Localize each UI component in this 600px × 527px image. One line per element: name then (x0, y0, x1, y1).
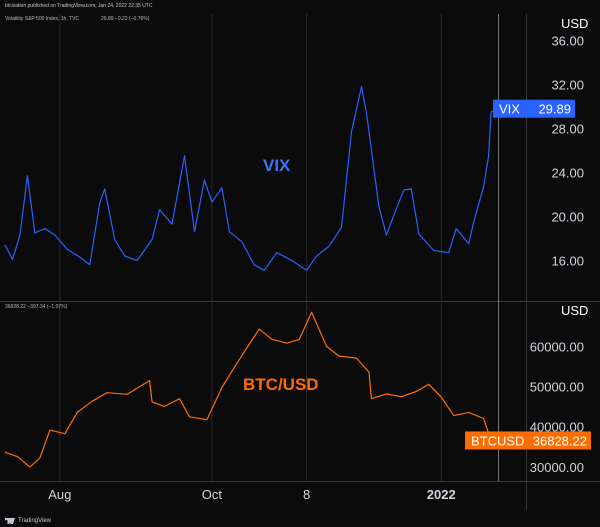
y-tick-label: 40000.00 (530, 420, 584, 435)
y-tick-label: 36.00 (551, 34, 584, 49)
x-axis: Aug Oct 8 2022 (48, 487, 455, 502)
y-tick-label: 60000.00 (530, 339, 584, 354)
publisher-caption: btcization published on TradingView.com,… (5, 3, 153, 9)
y-tick-label: 24.00 (551, 166, 584, 181)
y-tick-label: 20.00 (551, 210, 584, 225)
series-annotation: VIX (263, 156, 291, 175)
footer-brand: TradingView (5, 518, 51, 524)
btc-pane: 30000.00 40000.00 50000.00 60000.00 USD 36828… (4, 303, 591, 475)
legend-values: 29.89 −0.23 (−0.76%) (101, 16, 150, 22)
x-tick-label: 8 (303, 487, 310, 502)
y-tick-label: 32.00 (551, 78, 584, 93)
x-tick-label: Aug (48, 487, 71, 502)
legend-text: Volatility S&P 500 Index, 1h, TVC (5, 16, 79, 22)
last-value-badge (465, 431, 591, 450)
last-value-badge (493, 99, 575, 118)
y-tick-label: 16.00 (551, 254, 584, 269)
x-tick-label: 2022 (427, 487, 456, 502)
legend-text: 36828.22 −397.34 (−1.07%) (5, 304, 68, 310)
x-tick-label: Oct (202, 487, 223, 502)
tradingview-logo-icon (5, 518, 15, 524)
last-value-badge-value: 29.89 (538, 102, 571, 117)
last-value-badge-name: VIX (499, 102, 520, 117)
series-annotation: BTC/USD (243, 375, 319, 394)
currency-label: USD (561, 16, 588, 31)
y-tick-label: 30000.00 (530, 460, 584, 475)
footer-brand-label: TradingView (18, 518, 52, 524)
vix-series-line (4, 85, 499, 271)
y-tick-label: 50000.00 (530, 379, 584, 394)
last-value-badge-name: BTCUSD (471, 433, 524, 448)
vix-pane: 16.00 20.00 24.00 28.00 32.00 36.00 USD Volatil… (4, 16, 588, 271)
last-value-badge-value: 36828.22 (533, 433, 587, 448)
currency-label: USD (561, 303, 588, 318)
y-tick-label: 28.00 (551, 122, 584, 137)
grid-lines (0, 14, 600, 510)
